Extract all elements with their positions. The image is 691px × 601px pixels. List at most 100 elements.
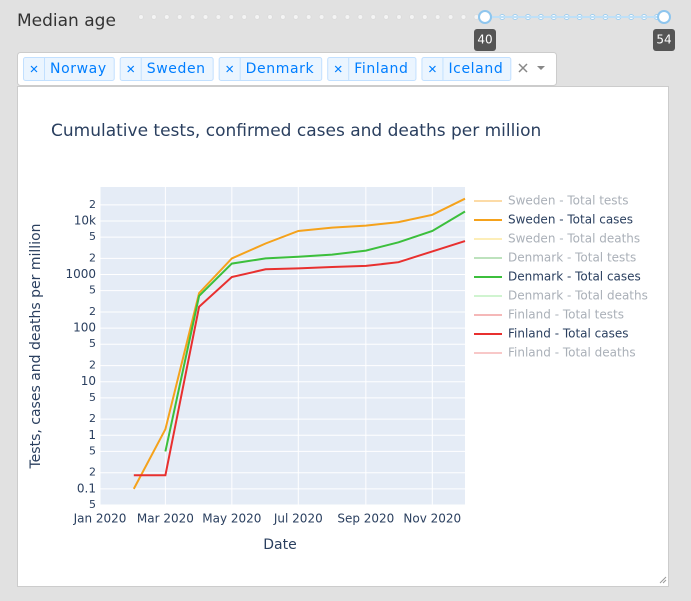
slider-dot xyxy=(331,14,338,20)
x-axis-title: Date xyxy=(263,537,296,553)
legend-label: Sweden - Total deaths xyxy=(508,232,640,246)
tag-box xyxy=(327,57,417,81)
chart: Cumulative tests, confirmed cases and de… xyxy=(28,121,648,553)
legend-label: Denmark - Total cases xyxy=(508,270,641,284)
tooltip xyxy=(653,29,675,51)
legend-item[interactable]: Denmark - Total deaths xyxy=(474,289,648,303)
tag-list: Norway Sweden Denmark Finland Iceland xyxy=(23,57,512,81)
tag-box xyxy=(218,57,323,81)
slider-value: 54 xyxy=(656,33,671,47)
y-tick-label: 10k xyxy=(74,213,96,227)
legend-item[interactable]: Finland - Total tests xyxy=(474,308,624,322)
x-tick-label: Jan 2020 xyxy=(73,512,127,526)
y-tick-label: 5 xyxy=(89,444,96,457)
slider-dot xyxy=(267,14,273,20)
y-tick-label: 5 xyxy=(89,284,96,297)
slider-dot xyxy=(396,14,402,20)
y-tick-label: 2 xyxy=(89,359,96,372)
y-tick-label: 2 xyxy=(89,305,96,318)
tag: Sweden xyxy=(119,57,214,81)
y-tick-label: 10 xyxy=(81,374,96,388)
range-slider[interactable] xyxy=(138,10,671,24)
tag-box xyxy=(421,57,512,81)
tag-remove[interactable] xyxy=(30,65,38,73)
legend-label: Sweden - Total tests xyxy=(508,194,629,208)
slider-dot xyxy=(370,14,377,20)
legend-item[interactable]: Sweden - Total deaths xyxy=(474,232,640,246)
x-tick-label: May 2020 xyxy=(202,512,261,526)
clear-icon[interactable] xyxy=(518,63,528,73)
slider-handle[interactable] xyxy=(478,10,492,24)
slider-dot xyxy=(202,14,209,20)
tag-remove[interactable] xyxy=(226,65,234,73)
legend-label: Finland - Total tests xyxy=(508,308,624,322)
legend-label: Finland - Total deaths xyxy=(508,346,636,360)
tag: Norway xyxy=(23,57,115,81)
slider-dot xyxy=(344,14,351,20)
tag-remove[interactable] xyxy=(334,65,342,73)
slider-dot xyxy=(228,14,235,20)
slider-dot xyxy=(383,14,390,20)
y-tick-label: 0.1 xyxy=(77,481,96,495)
slider-dot xyxy=(318,14,325,20)
slider-value: 40 xyxy=(477,33,492,47)
slider-label: Median age xyxy=(17,11,116,31)
slider-dot xyxy=(138,14,144,20)
slider-dot xyxy=(279,14,286,20)
tag-remove[interactable] xyxy=(429,65,436,73)
slider-dot xyxy=(189,14,196,20)
slider-dot xyxy=(150,14,157,20)
slider-dot xyxy=(434,14,441,20)
legend-item[interactable]: Finland - Total deaths xyxy=(474,346,636,360)
slider-dot xyxy=(176,14,183,20)
tag-label: Finland xyxy=(354,61,408,77)
y-tick-label: 1 xyxy=(88,428,96,442)
series-line xyxy=(133,240,466,477)
slider-dot xyxy=(421,14,428,20)
x-tick-label: Sep 2020 xyxy=(337,512,394,526)
legend-item[interactable]: Sweden - Total tests xyxy=(474,194,629,208)
slider-dot xyxy=(357,14,364,20)
tag-label: Iceland xyxy=(448,61,503,77)
slider-dot xyxy=(305,14,312,20)
y-axis-title: Tests, cases and deaths per million xyxy=(28,223,44,469)
slider-dot xyxy=(241,14,248,20)
legend-item[interactable]: Finland - Total cases xyxy=(474,327,629,341)
tag-label: Norway xyxy=(50,61,107,77)
tag: Denmark xyxy=(218,57,323,81)
x-tick-label: Mar 2020 xyxy=(137,512,194,526)
chart-title: Cumulative tests, confirmed cases and de… xyxy=(51,121,541,141)
slider-dot xyxy=(408,14,415,20)
series-line xyxy=(164,210,466,452)
resize-handle[interactable] xyxy=(659,576,667,584)
legend-label: Sweden - Total cases xyxy=(508,213,633,227)
tag-label: Denmark xyxy=(246,61,315,77)
legend-label: Finland - Total cases xyxy=(508,327,629,341)
y-tick-label: 5 xyxy=(89,391,96,404)
slider-dot xyxy=(254,14,261,20)
plot-area xyxy=(100,187,465,505)
tag-label: Sweden xyxy=(147,61,206,77)
legend-item[interactable]: Denmark - Total cases xyxy=(474,270,641,284)
legend-item[interactable]: Sweden - Total cases xyxy=(474,213,633,227)
legend-label: Denmark - Total deaths xyxy=(508,289,648,303)
series-line xyxy=(132,197,466,490)
y-tick-label: 5 xyxy=(89,230,96,243)
y-tick-label: 2 xyxy=(89,251,96,264)
legend-item[interactable]: Denmark - Total tests xyxy=(474,251,636,265)
tag-box xyxy=(119,57,214,81)
tag: Finland xyxy=(327,57,417,81)
slider-dot xyxy=(460,14,467,20)
legend-label: Denmark - Total tests xyxy=(508,251,636,265)
slider-dot xyxy=(215,14,222,20)
y-tick-label: 100 xyxy=(73,321,96,335)
dropdown-arrow[interactable] xyxy=(537,66,545,70)
slider-dot xyxy=(447,14,454,20)
slider-dot xyxy=(292,14,299,20)
tag-box xyxy=(23,57,115,81)
slider-handle[interactable] xyxy=(657,10,671,24)
tag-remove[interactable] xyxy=(127,65,135,73)
y-tick-label: 2 xyxy=(89,412,96,425)
